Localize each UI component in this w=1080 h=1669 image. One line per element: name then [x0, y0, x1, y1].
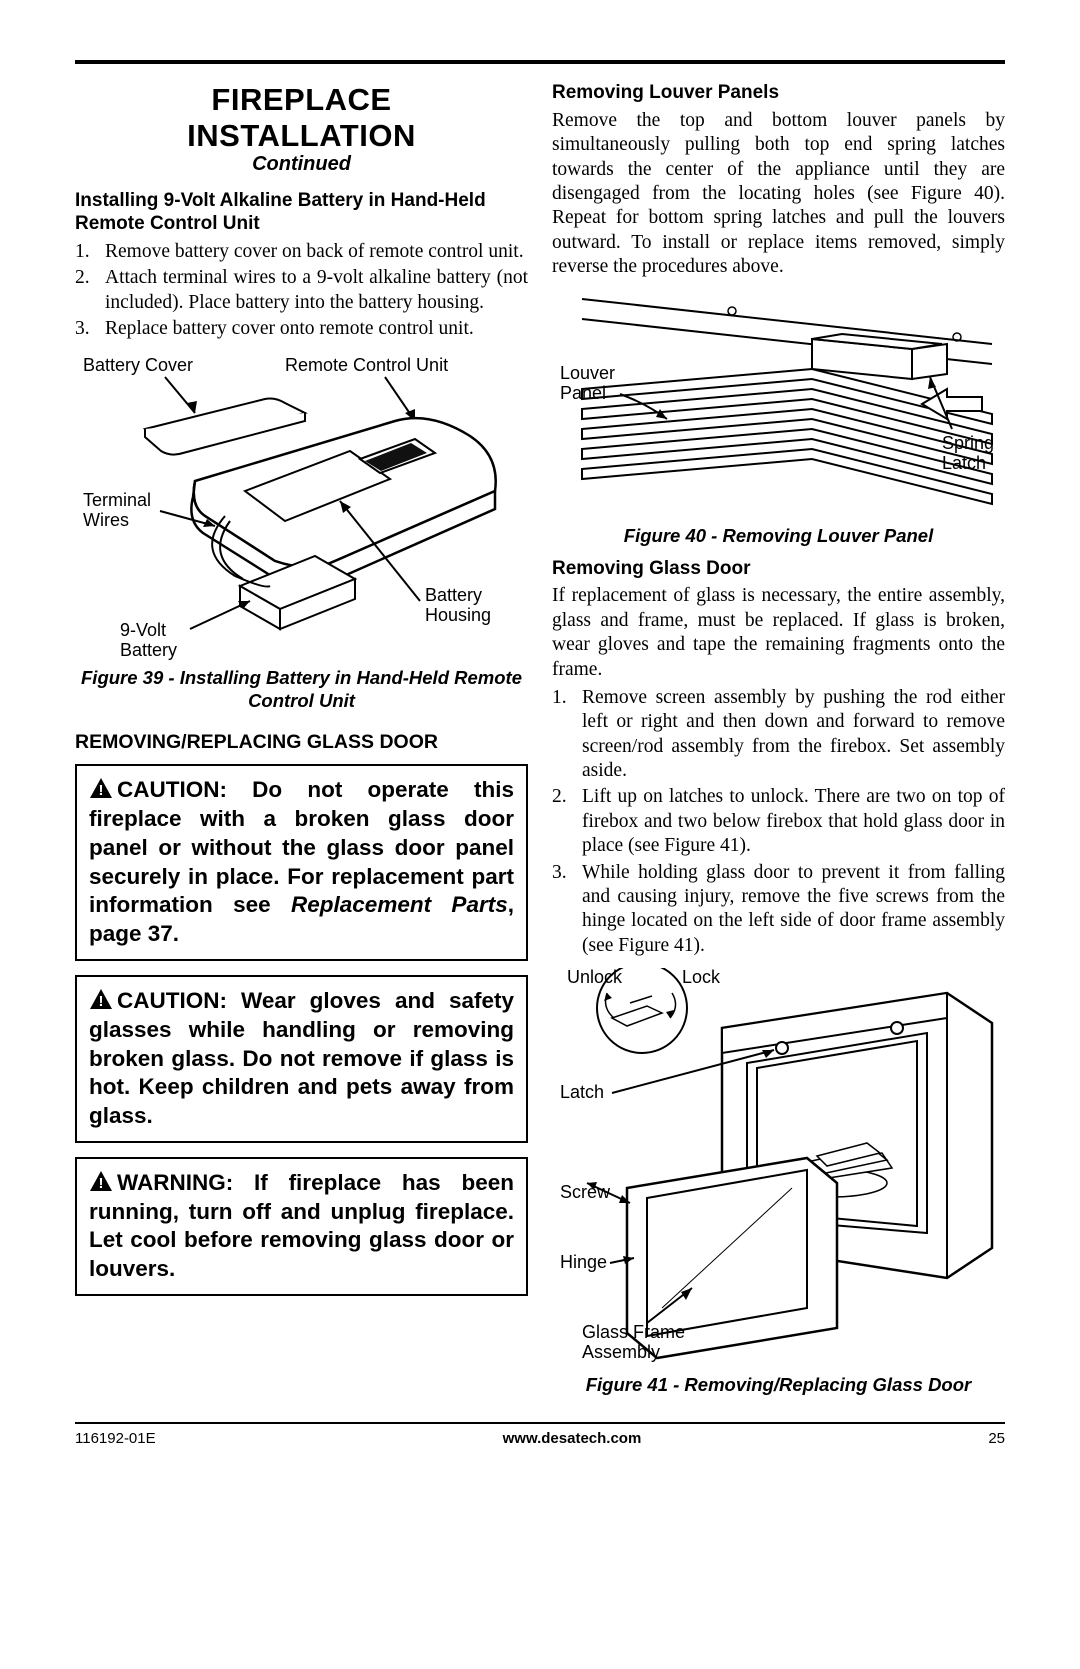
figure-39: Battery Cover Remote Control Unit — [75, 351, 528, 711]
page-title-line1: FIREPLACE — [75, 82, 528, 118]
page-title-line2: INSTALLATION — [75, 118, 528, 154]
battery-cover-shape — [145, 399, 305, 455]
fig41-label-latch: Latch — [560, 1082, 604, 1102]
fig39-label-battery-housing: BatteryHousing — [425, 585, 491, 625]
figure-41: Unlock Lock Latch Screw — [552, 968, 1005, 1396]
glass-door-head: REMOVING/REPLACING GLASS DOOR — [75, 730, 528, 754]
svg-text:!: ! — [99, 1175, 104, 1192]
fig39-label-nine-volt: 9-VoltBattery — [120, 620, 177, 660]
two-column-layout: FIREPLACE INSTALLATION Continued Install… — [75, 82, 1005, 1406]
list-item: Replace battery cover onto remote contro… — [75, 317, 528, 341]
caution-box-1: ! CAUTION: Do not operate this fireplace… — [75, 764, 528, 961]
caution-box-2: ! CAUTION: Wear gloves and safety glasse… — [75, 975, 528, 1143]
fig41-label-lock: Lock — [682, 968, 721, 987]
figure-40-svg: LouverPanel SpringLatch — [552, 289, 1002, 519]
footer-url: www.desatech.com — [503, 1430, 642, 1447]
svg-text:!: ! — [99, 993, 104, 1010]
footer-page-number: 25 — [988, 1430, 1005, 1447]
spring-latch-shape — [728, 307, 961, 379]
list-item: Attach terminal wires to a 9-volt alkali… — [75, 266, 528, 315]
fig39-label-battery-cover: Battery Cover — [83, 355, 193, 375]
warning-triangle-icon: ! — [89, 1170, 113, 1192]
figure-41-caption: Figure 41 - Removing/Replacing Glass Doo… — [552, 1374, 1005, 1396]
warning-text: ! WARNING: If fireplace has been running… — [89, 1169, 514, 1284]
figure-40: LouverPanel SpringLatch Figure 40 - Remo… — [552, 289, 1005, 547]
louver-head: Removing Louver Panels — [552, 82, 1005, 105]
figure-41-svg: Unlock Lock Latch Screw — [552, 968, 1002, 1368]
list-item: Remove battery cover on back of remote c… — [75, 240, 528, 264]
page-footer: 116192-01E www.desatech.com 25 — [75, 1422, 1005, 1447]
figure-39-svg: Battery Cover Remote Control Unit — [75, 351, 515, 661]
warning-triangle-icon: ! — [89, 777, 113, 799]
battery-steps-list: Remove battery cover on back of remote c… — [75, 240, 528, 342]
right-column: Removing Louver Panels Remove the top an… — [552, 82, 1005, 1406]
fig41-label-screw: Screw — [560, 1182, 611, 1202]
list-item: Remove screen assembly by pushing the ro… — [552, 686, 1005, 784]
figure-39-caption: Figure 39 - Installing Battery in Hand-H… — [75, 667, 528, 711]
glass-remove-body: If replacement of glass is necessary, th… — [552, 584, 1005, 682]
fig41-label-unlock: Unlock — [567, 968, 623, 987]
fig39-label-terminal-wires: TerminalWires — [83, 490, 151, 530]
louver-body: Remove the top and bottom louver panels … — [552, 109, 1005, 280]
warning-triangle-icon: ! — [89, 988, 113, 1010]
left-column: FIREPLACE INSTALLATION Continued Install… — [75, 82, 528, 1406]
remote-body-shape — [191, 419, 495, 585]
svg-text:!: ! — [99, 782, 104, 799]
fig41-label-hinge: Hinge — [560, 1252, 607, 1272]
glass-remove-head: Removing Glass Door — [552, 558, 1005, 581]
page-subtitle: Continued — [75, 153, 528, 176]
figure-40-caption: Figure 40 - Removing Louver Panel — [552, 525, 1005, 547]
caution-1-text: ! CAUTION: Do not operate this fireplace… — [89, 776, 514, 949]
battery-section-head: Installing 9-Volt Alkaline Battery in Ha… — [75, 190, 528, 236]
list-item: Lift up on latches to unlock. There are … — [552, 785, 1005, 858]
fig39-label-remote-unit: Remote Control Unit — [285, 355, 448, 375]
glass-steps-list: Remove screen assembly by pushing the ro… — [552, 686, 1005, 958]
footer-doc-id: 116192-01E — [75, 1430, 156, 1447]
caution-2-text: ! CAUTION: Wear gloves and safety glasse… — [89, 987, 514, 1131]
page-top-rule — [75, 60, 1005, 64]
louver-slats — [582, 369, 992, 504]
warning-box: ! WARNING: If fireplace has been running… — [75, 1157, 528, 1296]
list-item: While holding glass door to prevent it f… — [552, 861, 1005, 959]
